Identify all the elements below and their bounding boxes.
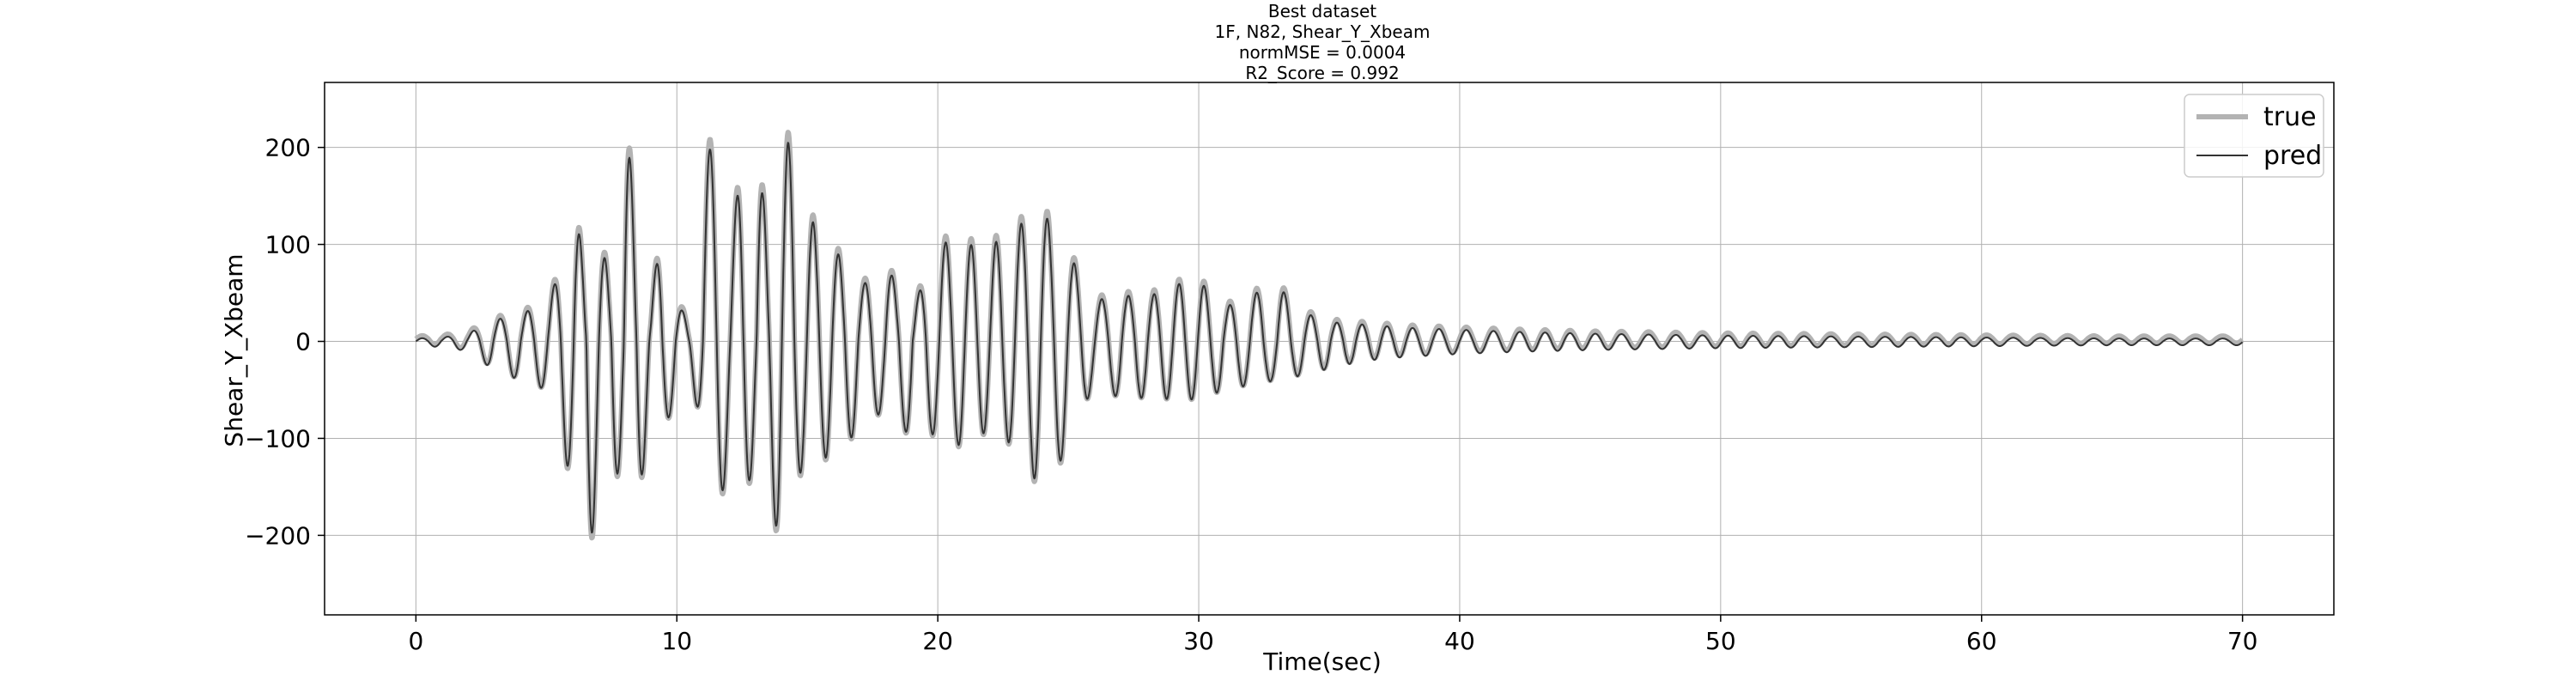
x-tick-label: 30 xyxy=(1183,627,1214,655)
y-tick-label: 100 xyxy=(265,231,311,259)
legend-label-pred: pred xyxy=(2263,141,2322,171)
legend: true pred xyxy=(2184,94,2324,178)
grid xyxy=(325,82,2334,615)
series-pred-line xyxy=(415,142,2244,534)
y-axis-ticks: −200 −100 0 100 200 xyxy=(245,134,325,550)
x-tick-label: 50 xyxy=(1705,627,1736,655)
x-axis-label: Time(sec) xyxy=(1262,647,1382,676)
title-line-1: Best dataset xyxy=(1268,1,1376,21)
y-tick-label: −100 xyxy=(245,424,311,453)
x-tick-label: 10 xyxy=(661,627,692,655)
y-tick-label: −200 xyxy=(245,521,311,550)
y-axis-label: Shear_Y_Xbeam xyxy=(220,253,248,447)
x-tick-label: 0 xyxy=(408,627,423,655)
title-line-4: R2_Score = 0.992 xyxy=(1245,63,1399,83)
plot-frame xyxy=(324,82,2335,616)
legend-label-true: true xyxy=(2263,102,2317,132)
x-tick-label: 60 xyxy=(1966,627,1997,655)
chart-title: Best dataset 1F, N82, Shear_Y_Xbeam norm… xyxy=(1215,1,1431,83)
title-line-2: 1F, N82, Shear_Y_Xbeam xyxy=(1215,21,1431,42)
y-tick-label: 200 xyxy=(265,134,311,162)
plot-series xyxy=(414,130,2245,541)
title-line-3: normMSE = 0.0004 xyxy=(1239,42,1406,63)
x-tick-label: 70 xyxy=(2227,627,2258,655)
y-tick-label: 0 xyxy=(295,328,311,356)
x-tick-label: 20 xyxy=(922,627,953,655)
series-true-line xyxy=(414,130,2245,541)
x-tick-label: 40 xyxy=(1444,627,1475,655)
x-axis-ticks: 0 10 20 30 40 50 60 70 xyxy=(408,615,2257,655)
